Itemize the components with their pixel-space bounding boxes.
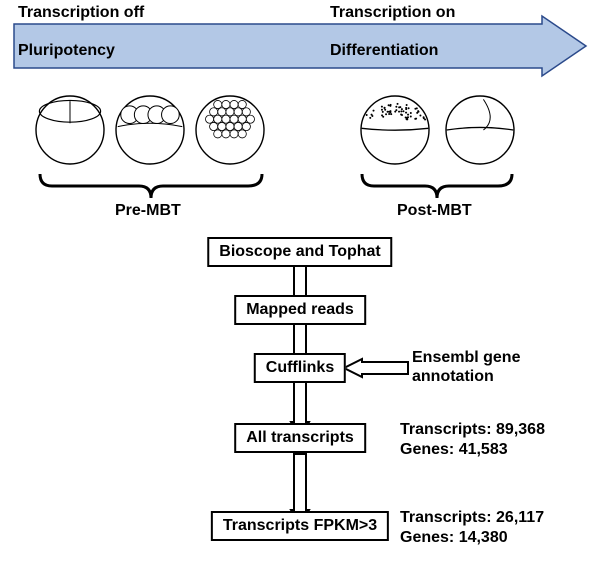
embryo-morula: [192, 92, 268, 168]
label-post-mbt: Post-MBT: [397, 202, 472, 220]
hdr-right-top: Transcription on: [330, 4, 455, 22]
side-input-arrow: [342, 350, 410, 386]
stats-all: Transcripts: 89,368Genes: 41,583: [400, 420, 545, 460]
stats-filtered: Transcripts: 26,117Genes: 14,380: [400, 508, 544, 548]
stats-all-transcripts: Transcripts: 89,368: [400, 420, 545, 440]
hdr-left-top: Transcription off: [18, 4, 144, 22]
embryo-gastrula: [442, 92, 518, 168]
hdr-right-bottom: Differentiation: [330, 42, 438, 60]
label-pre-mbt: Pre-MBT: [115, 202, 181, 220]
embryo-blastula: [357, 92, 433, 168]
box-mapped-reads: Mapped reads: [234, 295, 366, 325]
side-input-ensembl: Ensembl geneannotation: [412, 348, 520, 386]
stats-filtered-transcripts: Transcripts: 26,117: [400, 508, 544, 528]
embryo-cleavage4: [112, 92, 188, 168]
box-all-transcripts: All transcripts: [234, 423, 366, 453]
stats-filtered-genes: Genes: 14,380: [400, 528, 544, 548]
stats-all-genes: Genes: 41,583: [400, 440, 545, 460]
hdr-left-bottom: Pluripotency: [18, 42, 115, 60]
box-bioscope-tophat: Bioscope and Tophat: [207, 237, 392, 267]
box-transcripts-fpkm3: Transcripts FPKM>3: [211, 511, 389, 541]
box-cufflinks: Cufflinks: [254, 353, 346, 383]
embryo-cleavage1: [32, 92, 108, 168]
